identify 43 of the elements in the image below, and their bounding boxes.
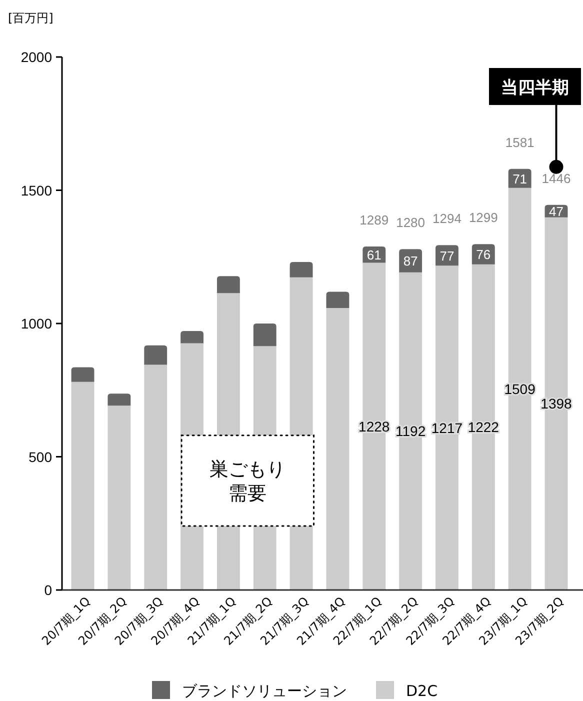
bar [216,276,240,294]
y-axis-title: [百万円] [8,11,54,25]
data-label: 1192 [396,423,426,440]
total-label: 1294 [432,211,462,226]
y-tick-label: 1000 [20,316,52,332]
data-label: 1217 [431,420,463,436]
data-label: 1228 [358,418,390,434]
bar [144,364,168,590]
data-label: 87 [403,254,418,269]
legend-label: ブランドソリューション [182,682,347,700]
bar [108,394,131,406]
total-label: 1446 [542,170,571,186]
bar [436,245,458,266]
y-tick-label: 1500 [20,182,52,198]
data-label: 76 [476,247,491,262]
bar [144,345,168,365]
y-tick-label: 0 [44,582,52,598]
bar [399,249,422,272]
y-tick-label: 2000 [20,49,52,65]
data-label: 1222 [468,419,500,436]
data-label: 77 [440,248,454,264]
data-label: 71 [512,171,528,186]
total-label: 1299 [468,210,498,226]
bar [108,406,131,590]
annotation: 巣ごもり需要 [210,458,286,505]
data-label: 47 [549,204,564,220]
data-label: 1509 [504,380,536,397]
annotation: 当四半期 [501,78,569,98]
bar [253,324,276,346]
total-label: 1280 [396,215,426,230]
total-label: 1289 [360,212,389,228]
bar [180,330,204,344]
bar [326,308,350,590]
legend-label: D2C [406,682,438,700]
bar [508,168,532,188]
total-label: 1581 [505,134,534,150]
bar [71,382,94,590]
data-label: 61 [366,248,382,263]
bar [290,262,313,278]
y-tick-label: 500 [28,448,52,465]
bar [326,292,350,308]
data-label: 1398 [540,396,572,412]
bar [71,367,94,382]
